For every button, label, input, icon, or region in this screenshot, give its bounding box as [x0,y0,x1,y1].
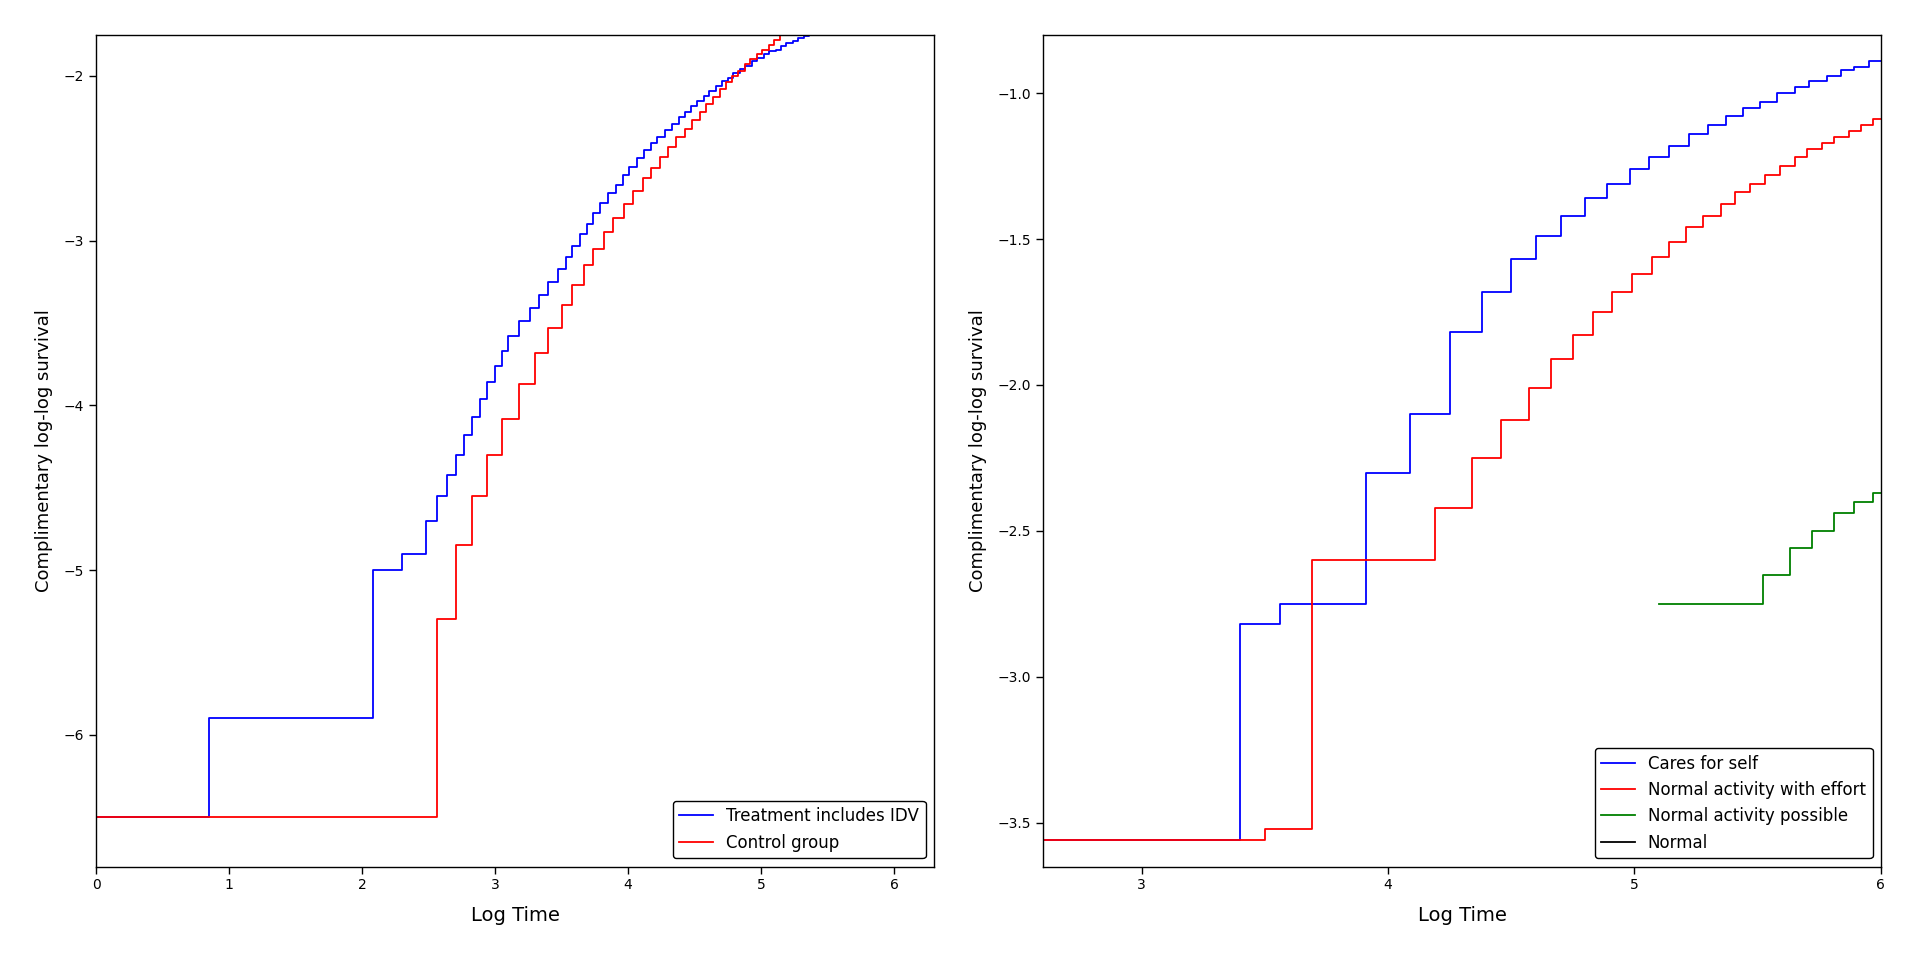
Line: Normal activity with effort: Normal activity with effort [1043,119,1882,840]
Normal activity possible [1722,598,1745,610]
Normal activity possible [1822,508,1845,519]
Cares for self [1596,178,1619,189]
Normal activity with effort [1674,222,1697,233]
Treatment includes IDV [84,811,108,823]
Cares for self [1697,119,1720,131]
Y-axis label: Complimentary log-log survival: Complimentary log-log survival [35,309,52,592]
Normal activity possible [1778,542,1801,554]
Y-axis label: Complimentary log-log survival: Complimentary log-log survival [968,309,987,592]
Treatment includes IDV [787,33,810,44]
Control group [695,98,718,109]
Line: Control group: Control group [96,0,908,817]
Cares for self [1732,102,1755,113]
Treatment includes IDV [887,0,910,11]
Control group [783,17,806,29]
Normal activity possible [1647,598,1670,610]
Cares for self [1619,163,1642,175]
Cares for self [1657,140,1680,152]
Normal activity with effort [1031,834,1054,846]
Normal activity with effort [1423,502,1446,514]
Normal activity with effort [1580,306,1603,318]
Normal activity with effort [1724,186,1747,198]
Treatment includes IDV [555,252,578,263]
Normal activity with effort [1540,353,1563,365]
Control group [780,21,803,33]
Cares for self [1398,408,1421,420]
Cares for self [1031,834,1054,846]
Normal activity possible [1841,496,1864,508]
Normal activity possible [1862,488,1885,499]
Line: Cares for self: Cares for self [1043,61,1882,840]
Treatment includes IDV [538,276,561,288]
Cares for self [1175,834,1198,846]
Cares for self [1500,253,1523,265]
Normal activity with effort [1517,382,1540,394]
Normal activity with effort [1601,286,1624,298]
Cares for self [1857,56,1880,67]
Cares for self [1841,61,1864,73]
Cares for self [1574,192,1597,204]
Normal activity with effort [1300,554,1323,565]
Cares for self [1830,64,1853,76]
Cares for self [1524,230,1548,242]
Legend: Cares for self, Normal activity with effort, Normal activity possible, Normal: Cares for self, Normal activity with eff… [1594,748,1872,858]
Cares for self [1438,326,1461,338]
Control group [728,65,751,77]
Normal activity possible [1870,488,1893,499]
Treatment includes IDV [632,144,655,156]
Cares for self [1814,70,1837,82]
Control group [524,347,547,358]
Cares for self [1749,96,1772,108]
Normal activity with effort [1784,152,1807,163]
Normal activity with effort [1740,178,1763,189]
Normal activity with effort [1709,199,1732,210]
Normal activity with effort [1561,329,1584,341]
Normal activity with effort [1620,268,1644,279]
X-axis label: Log Time: Log Time [470,906,559,925]
Cares for self [1797,76,1820,87]
Cares for self [1229,618,1252,630]
Normal activity with effort [1254,823,1277,834]
Treatment includes IDV [626,153,649,164]
Normal activity with effort [1382,554,1405,565]
Control group [84,811,108,823]
Cares for self [1766,87,1789,99]
Normal activity possible [1801,525,1824,537]
Normal activity possible [1751,569,1774,581]
Normal activity with effort [1768,160,1791,172]
Normal activity with effort [1753,169,1776,180]
Cares for self [1267,598,1290,610]
Normal activity with effort [1461,452,1484,464]
Normal activity with effort [1870,113,1893,125]
Cares for self [1678,129,1701,140]
Normal activity with effort [1640,251,1663,262]
Normal activity with effort [1822,132,1845,143]
Cares for self [1784,82,1807,93]
X-axis label: Log Time: Log Time [1417,906,1507,925]
Normal activity with effort [1490,415,1513,426]
Line: Treatment includes IDV: Treatment includes IDV [96,5,908,817]
Treatment includes IDV [897,0,920,11]
Normal activity with effort [1862,113,1885,125]
Normal activity with effort [1849,119,1872,131]
Cares for self [1549,210,1572,222]
Legend: Treatment includes IDV, Control group: Treatment includes IDV, Control group [672,801,925,858]
Control group [751,44,774,56]
Normal activity with effort [1811,137,1834,149]
Line: Normal activity possible: Normal activity possible [1659,493,1882,604]
Cares for self [1715,110,1738,122]
Treatment includes IDV [716,72,739,84]
Normal activity with effort [1692,210,1715,222]
Normal activity with effort [1657,236,1680,248]
Normal activity with effort [1837,126,1860,137]
Normal activity with effort [1795,143,1818,155]
Cares for self [1638,152,1661,163]
Cares for self [1471,286,1494,298]
Cares for self [1354,467,1377,478]
Cares for self [1870,56,1893,67]
Normal activity with effort [1194,834,1217,846]
